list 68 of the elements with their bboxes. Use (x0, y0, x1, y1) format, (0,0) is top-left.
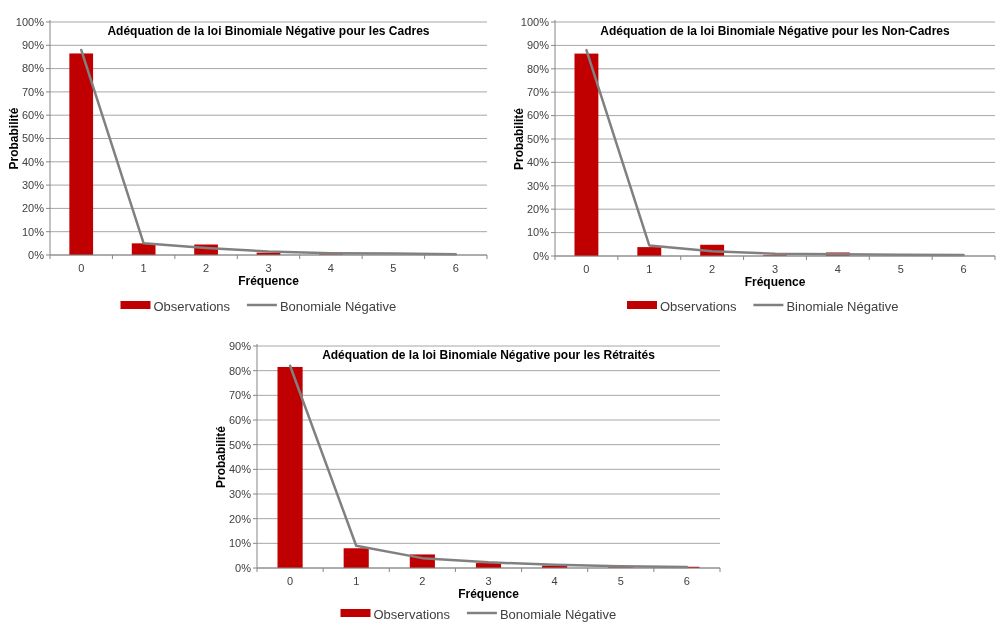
x-tick-label: 5 (617, 575, 624, 587)
y-tick-label: 80% (228, 364, 252, 377)
x-tick-label: 1 (646, 263, 653, 275)
x-tick-label: 0 (583, 263, 590, 275)
y-tick-label: 60% (228, 413, 252, 426)
x-tick-label: 4 (551, 575, 558, 587)
x-tick-label: 1 (140, 262, 147, 274)
y-tick-label: 70% (228, 389, 252, 402)
x-axis-title: Fréquence (744, 275, 806, 289)
legend-label: Bonomiale Négative (279, 298, 397, 314)
x-tick-label: 3 (771, 263, 779, 275)
x-tick-label: 5 (390, 262, 397, 274)
y-axis-title: Probabilité (512, 107, 526, 171)
y-tick-label: 50% (21, 132, 45, 145)
y-tick-label: 0% (235, 561, 252, 574)
y-tick-label: 40% (526, 156, 550, 169)
y-tick-label: 90% (228, 339, 252, 352)
y-tick-label: 80% (526, 62, 550, 75)
y-tick-label: 10% (21, 225, 45, 238)
x-axis-title: Fréquence (458, 587, 520, 601)
y-tick-label: 90% (526, 39, 550, 52)
x-tick-label: 6 (683, 575, 690, 587)
y-tick-label: 20% (228, 512, 252, 525)
y-tick-label: 50% (228, 438, 252, 451)
legend-label: Observations (373, 606, 451, 622)
y-tick-label: 20% (526, 203, 550, 216)
y-axis-title: Probabilité (214, 425, 228, 489)
y-tick-label: 100% (520, 15, 550, 28)
y-tick-label: 60% (21, 109, 45, 122)
x-tick-label: 6 (960, 263, 967, 275)
x-tick-label: 2 (419, 575, 426, 587)
x-tick-label: 3 (265, 262, 272, 274)
x-tick-label: 4 (327, 262, 334, 274)
y-tick-label: 0% (533, 249, 550, 262)
y-tick-label: 100% (15, 15, 45, 28)
x-tick-label: 6 (452, 262, 459, 274)
y-tick-label: 70% (526, 86, 550, 99)
x-tick-label: 2 (203, 262, 210, 274)
legend-label: Observations (153, 298, 231, 314)
legend-label: Binomiale Négative (786, 298, 899, 314)
chart-title: Adéquation de la loi Binomiale Négative pour les Cadres (107, 24, 430, 38)
x-axis-title: Fréquence (238, 274, 300, 288)
x-tick-label: 0 (78, 262, 85, 274)
x-tick-label: 3 (485, 575, 492, 587)
legend-label: Bonomiale Négative (499, 606, 617, 622)
y-tick-label: 10% (526, 226, 550, 239)
y-tick-label: 70% (21, 85, 45, 98)
y-tick-label: 50% (526, 132, 550, 145)
x-tick-label: 1 (353, 575, 360, 587)
chart-title: Adéquation de la loi Binomiale Négative pour les Rétraités (322, 348, 656, 362)
x-tick-label: 5 (897, 263, 904, 275)
y-tick-label: 40% (21, 155, 45, 168)
x-tick-label: 4 (834, 263, 841, 275)
y-tick-label: 30% (21, 178, 45, 191)
y-tick-label: 10% (228, 537, 252, 550)
y-tick-label: 80% (21, 62, 45, 75)
y-tick-label: 20% (21, 202, 45, 215)
y-tick-label: 40% (228, 463, 252, 476)
y-tick-label: 60% (526, 109, 550, 122)
y-tick-label: 0% (28, 248, 45, 261)
x-tick-label: 0 (287, 575, 294, 587)
y-tick-label: 30% (526, 179, 550, 192)
legend-label: Observations (660, 298, 738, 314)
y-tick-label: 90% (21, 39, 45, 52)
chart-title: Adéquation de la loi Binomiale Négative pour les Non-Cadres (600, 24, 951, 38)
x-tick-label: 2 (709, 263, 716, 275)
y-axis-title: Probabilité (7, 107, 21, 170)
y-tick-label: 30% (228, 487, 252, 500)
